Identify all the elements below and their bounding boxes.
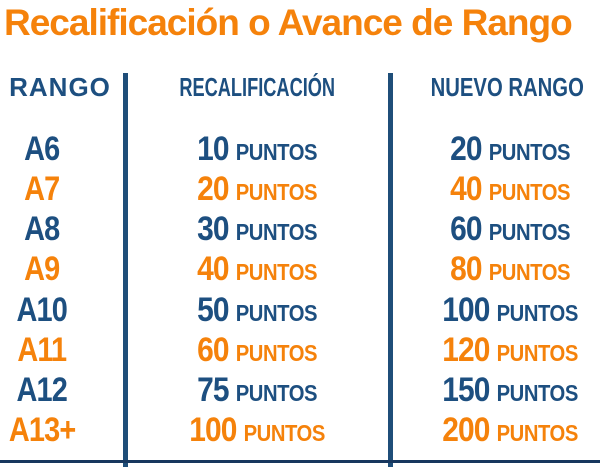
column-header-recalificacion: RECALIFICACIÓN [127, 74, 388, 100]
points-unit-label: PUNTOS [235, 339, 318, 366]
recalificacion-cell: 60 PUNTOS [127, 330, 387, 370]
recalificacion-cell: 10 PUNTOS [127, 129, 387, 169]
points-unit-label: PUNTOS [243, 419, 325, 446]
points-value: 40 [197, 250, 229, 289]
points-unit-label: PUNTOS [235, 219, 318, 246]
rank-cell: A10 [0, 290, 84, 330]
bottom-rule [0, 460, 600, 463]
points-unit-label: PUNTOS [496, 299, 578, 326]
nuevo-rango-cell: 60 PUNTOS [410, 209, 600, 249]
column-recalificacion: 10 PUNTOS 20 PUNTOS 30 PUNTOS 40 PUNTOS 50 PU… [127, 129, 387, 450]
points-value: 200 [442, 410, 490, 449]
points-value: 10 [197, 130, 229, 168]
points-unit-label: PUNTOS [235, 259, 318, 286]
recalificacion-cell: 50 PUNTOS [127, 290, 387, 330]
points-value: 50 [197, 290, 229, 329]
column-nuevo-rango: 20 PUNTOS 40 PUNTOS 60 PUNTOS 80 PUNTOS 100 P… [410, 129, 600, 450]
column-rango: A6 A7 A8 A9 A10 A11 A12 A13+ [0, 129, 84, 450]
rank-cell: A12 [0, 370, 84, 410]
points-value: 120 [442, 330, 490, 369]
rank-cell: A7 [0, 169, 84, 209]
points-value: 75 [197, 370, 229, 409]
points-value: 100 [442, 290, 490, 329]
column-header-recalificacion-label: RECALIFICACIÓN [179, 72, 336, 102]
recalificacion-cell: 20 PUNTOS [127, 169, 387, 209]
recalificacion-cell: 40 PUNTOS [127, 249, 387, 289]
points-unit-label: PUNTOS [496, 339, 578, 366]
nuevo-rango-cell: 120 PUNTOS [410, 330, 600, 370]
points-unit-label: PUNTOS [496, 379, 578, 406]
page-title: Recalificación o Avance de Rango [4, 2, 573, 43]
points-value: 30 [197, 210, 229, 249]
column-header-rango: RANGO [0, 74, 120, 100]
points-unit-label: PUNTOS [235, 179, 318, 206]
nuevo-rango-cell: 150 PUNTOS [410, 370, 600, 410]
points-value: 20 [197, 170, 229, 209]
rank-cell: A6 [0, 129, 84, 169]
rank-label: A11 [17, 330, 68, 369]
rank-label: A12 [16, 370, 68, 409]
points-unit-label: PUNTOS [235, 299, 318, 326]
rank-label: A7 [24, 170, 60, 209]
points-value: 60 [197, 330, 229, 369]
recalificacion-cell: 30 PUNTOS [127, 209, 387, 249]
rank-cell: A8 [0, 209, 84, 249]
rank-label: A9 [24, 250, 60, 289]
recalificacion-cell: 75 PUNTOS [127, 370, 387, 410]
nuevo-rango-cell: 80 PUNTOS [410, 249, 600, 289]
nuevo-rango-cell: 20 PUNTOS [410, 129, 600, 169]
rank-cell: A11 [0, 330, 84, 370]
points-unit-label: PUNTOS [235, 139, 318, 165]
nuevo-rango-cell: 200 PUNTOS [410, 410, 600, 450]
rank-label: A10 [16, 290, 68, 329]
points-value: 150 [442, 370, 490, 409]
recalificacion-cell: 100 PUNTOS [127, 410, 387, 450]
points-unit-label: PUNTOS [488, 179, 571, 206]
nuevo-rango-cell: 40 PUNTOS [410, 169, 600, 209]
column-header-rango-label: RANGO [9, 72, 111, 102]
column-header-nuevo-rango-label: NUEVO RANGO [430, 72, 584, 102]
points-unit-label: PUNTOS [235, 379, 318, 406]
rank-label: A8 [24, 210, 60, 249]
vertical-divider-left [123, 73, 128, 467]
rank-cell: A9 [0, 249, 84, 289]
points-value: 100 [189, 410, 237, 449]
column-header-nuevo-rango: NUEVO RANGO [392, 74, 600, 100]
points-value: 60 [450, 210, 482, 249]
vertical-divider-right [388, 73, 393, 467]
points-value: 80 [450, 250, 482, 289]
nuevo-rango-cell: 100 PUNTOS [410, 290, 600, 330]
points-unit-label: PUNTOS [488, 259, 571, 286]
points-unit-label: PUNTOS [488, 139, 571, 165]
points-unit-label: PUNTOS [488, 219, 571, 246]
points-unit-label: PUNTOS [496, 419, 578, 446]
rank-label: A13+ [8, 410, 76, 449]
points-value: 20 [450, 130, 482, 168]
points-value: 40 [450, 170, 482, 209]
rank-cell: A13+ [0, 410, 84, 450]
rank-label: A6 [24, 130, 60, 168]
